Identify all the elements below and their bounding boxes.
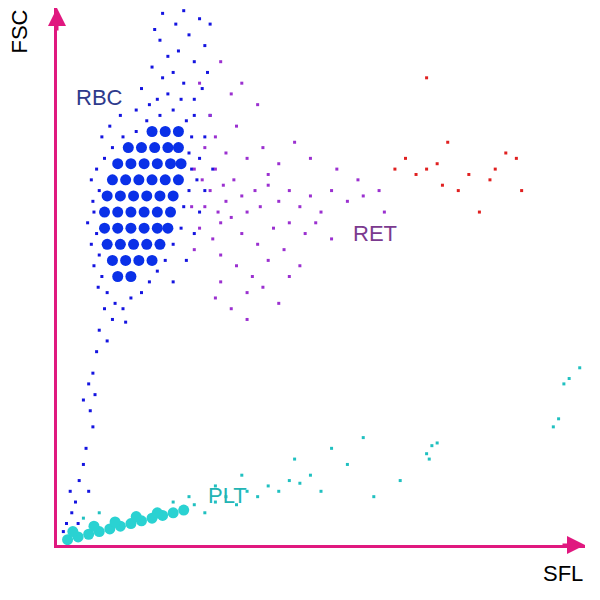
svg-text:RET: RET — [353, 221, 397, 246]
svg-text:RBC: RBC — [76, 85, 123, 110]
svg-text:FSC: FSC — [7, 9, 32, 53]
svg-text:PLT: PLT — [208, 483, 247, 508]
svg-text:SFL: SFL — [543, 561, 583, 586]
